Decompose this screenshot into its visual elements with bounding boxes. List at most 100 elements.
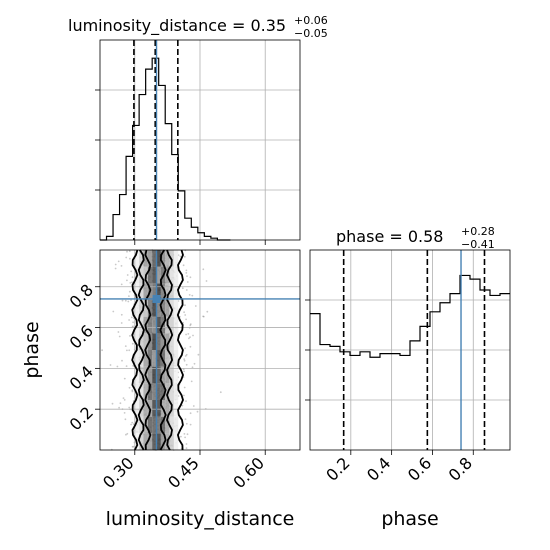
scatter-point [131, 342, 134, 345]
density-cell [156, 433, 161, 450]
scatter-point [131, 276, 134, 279]
density-cell [169, 283, 174, 300]
density-cell [152, 416, 157, 434]
scatter-point [128, 349, 131, 352]
density-cell [134, 250, 140, 267]
scatter-point [128, 250, 131, 253]
scatter-point [185, 400, 187, 402]
density-cell [156, 316, 161, 334]
density-cell [156, 416, 161, 434]
scatter-point [131, 281, 133, 284]
density-cell [156, 366, 161, 384]
density-cell [156, 350, 161, 367]
scatter-point [192, 334, 194, 337]
contour-level-2-side-1 [159, 249, 167, 451]
scatter-point [126, 250, 128, 253]
density-cell [156, 283, 161, 300]
scatter-point [189, 336, 191, 338]
density-cell [143, 250, 148, 267]
scatter-point [129, 257, 131, 260]
scatter-point [128, 319, 131, 321]
density-cell [160, 283, 166, 300]
scatter-point [185, 289, 188, 291]
scatter-point [179, 255, 182, 258]
scatter-point [185, 318, 188, 321]
scatter-point [127, 300, 130, 303]
scatter-point [185, 447, 188, 449]
scatter-point [118, 335, 121, 338]
scatter-point [185, 443, 188, 445]
scatter-point [189, 412, 192, 415]
scatter-point [109, 364, 112, 366]
xticklabel-luminosity-distance-1: 0.45 [164, 453, 203, 492]
scatter-point [190, 380, 193, 383]
density-cell [134, 333, 140, 350]
scatter-point [183, 359, 186, 362]
density-cell [139, 283, 144, 300]
density-cell [173, 333, 179, 350]
title-ld-main: luminosity_distance = 0.35 [68, 16, 286, 36]
scatter-point [183, 433, 186, 435]
xticklabel-luminosity-distance-0: 0.30 [99, 453, 138, 492]
scatter-point [183, 311, 186, 314]
density-cell [143, 350, 148, 367]
scatter-point [117, 331, 120, 333]
density-cell [160, 250, 166, 267]
quantile-lines-phase [342, 250, 486, 450]
scatter-point [185, 422, 188, 425]
xticklabel-phase-2: 0.6 [404, 453, 435, 484]
scatter-point [219, 391, 222, 394]
density-cell [134, 283, 140, 300]
density-cell [173, 350, 179, 367]
scatter-point [117, 260, 120, 263]
scatter-point [185, 363, 188, 366]
density-cell [169, 433, 174, 450]
scatter-point [184, 314, 187, 316]
panel-phase-hist [305, 249, 511, 455]
scatter-point [185, 272, 188, 274]
scatter-point [185, 269, 188, 272]
scatter-point [126, 349, 128, 352]
scatter-point [188, 294, 191, 296]
density-cell [160, 366, 166, 384]
scatter-point [126, 432, 129, 435]
scatter-point [184, 347, 187, 350]
density-cell [165, 350, 170, 367]
density-cell [152, 383, 157, 400]
title-luminosity-distance: luminosity_distance = 0.35 +0.06 −0.05 [68, 14, 328, 40]
scatter-point [184, 436, 187, 439]
scatter-point [191, 294, 194, 297]
contour-lines [131, 249, 184, 451]
scatter-point [126, 279, 128, 282]
contour-level-0-side-0 [131, 249, 139, 451]
scatter-point [184, 418, 187, 421]
scatter-point [185, 333, 188, 336]
ticks-ld-hist [95, 89, 266, 245]
yticklabel-phase-2: 0.6 [66, 321, 97, 352]
density-cell [147, 316, 153, 334]
scatter-point [202, 315, 205, 318]
scatter-point [183, 358, 186, 361]
scatter-point [111, 402, 114, 405]
scatter-point [181, 287, 184, 290]
histogram-luminosity-distance [100, 57, 231, 241]
density-cell [152, 316, 157, 334]
scatter-point [129, 282, 132, 284]
density-cell [139, 250, 144, 267]
title-phase-main: phase = 0.58 [336, 227, 443, 246]
density-cell [143, 300, 148, 317]
density-cell [134, 400, 140, 417]
scatter-point [128, 290, 131, 293]
scatter-point [114, 263, 117, 266]
scatter-point [121, 359, 123, 362]
y-axis-label-phase: phase [21, 321, 43, 378]
scatter-point [194, 305, 197, 307]
scatter-point [124, 299, 127, 302]
scatter-point [128, 406, 131, 409]
density-cell [152, 433, 157, 450]
xticklabel-luminosity-distance-2: 0.60 [229, 453, 268, 492]
scatter-point [130, 270, 133, 273]
density-cell [152, 300, 157, 317]
scatter-point [183, 370, 186, 373]
